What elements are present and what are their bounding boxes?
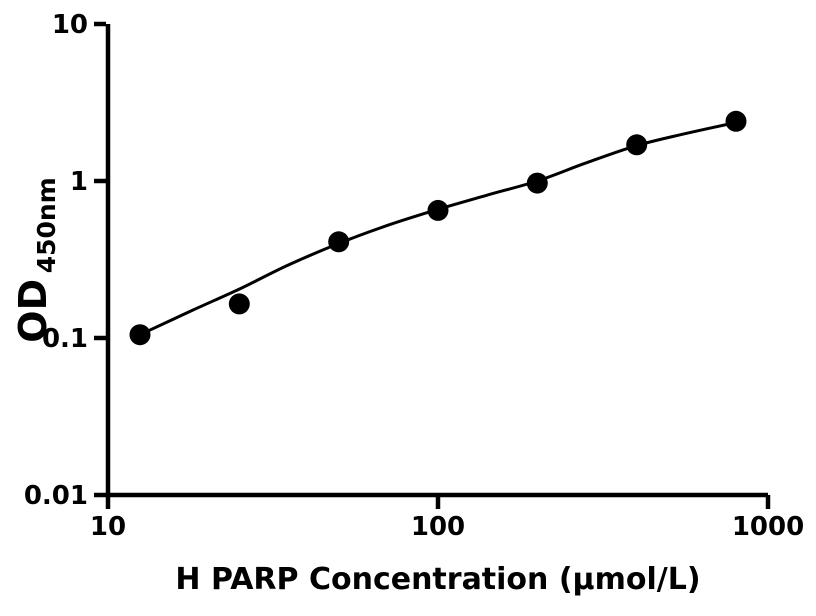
data-point — [228, 293, 250, 315]
x-axis-ticks — [105, 495, 771, 509]
x-tick-label: 10 — [90, 512, 126, 542]
y-axis-title-subscript: 450nm — [32, 177, 61, 273]
y-tick-label: 1 — [70, 167, 88, 197]
data-point — [626, 134, 648, 156]
x-axis-tick-labels: 10 100 1000 — [90, 512, 804, 542]
y-tick-label: 0.1 — [42, 324, 88, 354]
data-points — [129, 110, 747, 346]
data-point — [725, 110, 747, 132]
data-point — [526, 172, 548, 194]
x-axis-title: H PARP Concentration (μmol/L) — [175, 562, 700, 597]
data-point — [328, 231, 350, 253]
data-point — [129, 324, 151, 346]
data-point — [427, 199, 449, 221]
y-tick-label: 0.01 — [24, 481, 88, 511]
x-tick-label: 1000 — [732, 512, 804, 542]
y-axis-title-main: OD — [11, 279, 55, 343]
y-axis-tick-labels: 10 1 0.1 0.01 — [24, 10, 88, 511]
y-axis-ticks — [94, 21, 106, 498]
x-tick-label: 100 — [411, 512, 465, 542]
axes — [105, 24, 768, 498]
y-tick-label: 10 — [52, 10, 88, 40]
y-axis-title: OD 450nm — [11, 177, 61, 342]
